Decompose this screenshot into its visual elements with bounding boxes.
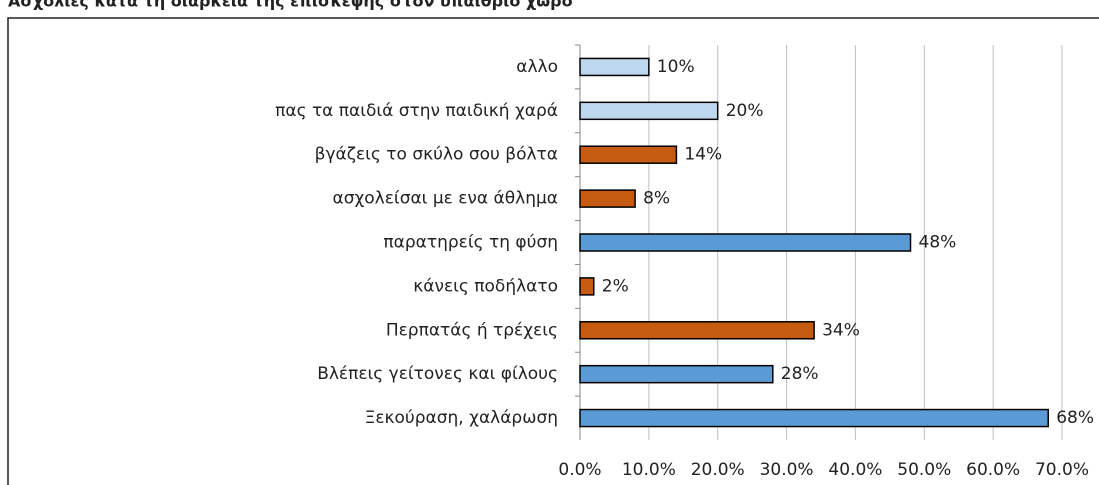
data-label: 48%: [919, 233, 957, 253]
x-tick-label: 20.0%: [691, 460, 745, 480]
data-label: 2%: [602, 276, 629, 296]
y-tick-label: πας τα παιδιά στην παιδική χαρά: [275, 101, 558, 121]
data-label: 34%: [822, 320, 860, 340]
bar: [579, 321, 815, 340]
x-tick-label: 0.0%: [558, 460, 601, 480]
data-label: 14%: [684, 145, 722, 165]
x-tick-label: 70.0%: [1035, 460, 1089, 480]
data-label: 10%: [657, 57, 695, 77]
chart-frame: [7, 17, 1099, 485]
y-tick-label: παρατηρείς τη φύση: [383, 233, 558, 253]
bar: [579, 233, 912, 252]
chart-title: Ασχολίες κατά τη διάρκεια της επίσκεψης …: [8, 0, 573, 11]
bar: [579, 408, 1049, 428]
bar: [579, 57, 650, 77]
data-label: 8%: [643, 189, 670, 209]
data-label: 28%: [781, 364, 819, 384]
x-tick-label: 30.0%: [760, 460, 814, 480]
x-tick-label: 40.0%: [828, 460, 882, 480]
y-tick-label: βγάζεις το σκύλο σου βόλτα: [315, 145, 558, 165]
y-tick-label: Περπατάς ή τρέχεις: [386, 320, 558, 340]
y-tick-label: ασχολείσαι με ενα άθλημα: [332, 189, 558, 209]
y-tick-label: αλλο: [516, 57, 558, 77]
x-tick-label: 60.0%: [966, 460, 1020, 480]
bar: [579, 189, 636, 208]
y-tick-label: Ξεκούραση, χαλάρωση: [365, 408, 558, 428]
bar: [579, 364, 774, 384]
bar: [579, 277, 595, 296]
x-tick-label: 50.0%: [897, 460, 951, 480]
data-label: 20%: [726, 101, 764, 121]
data-label: 68%: [1056, 408, 1094, 428]
y-tick-label: κάνεις ποδήλατο: [413, 276, 558, 296]
bar: [579, 101, 719, 121]
bar: [579, 145, 678, 164]
x-tick-label: 10.0%: [622, 460, 676, 480]
y-tick-label: Βλέπεις γείτονες και φίλους: [317, 364, 558, 384]
